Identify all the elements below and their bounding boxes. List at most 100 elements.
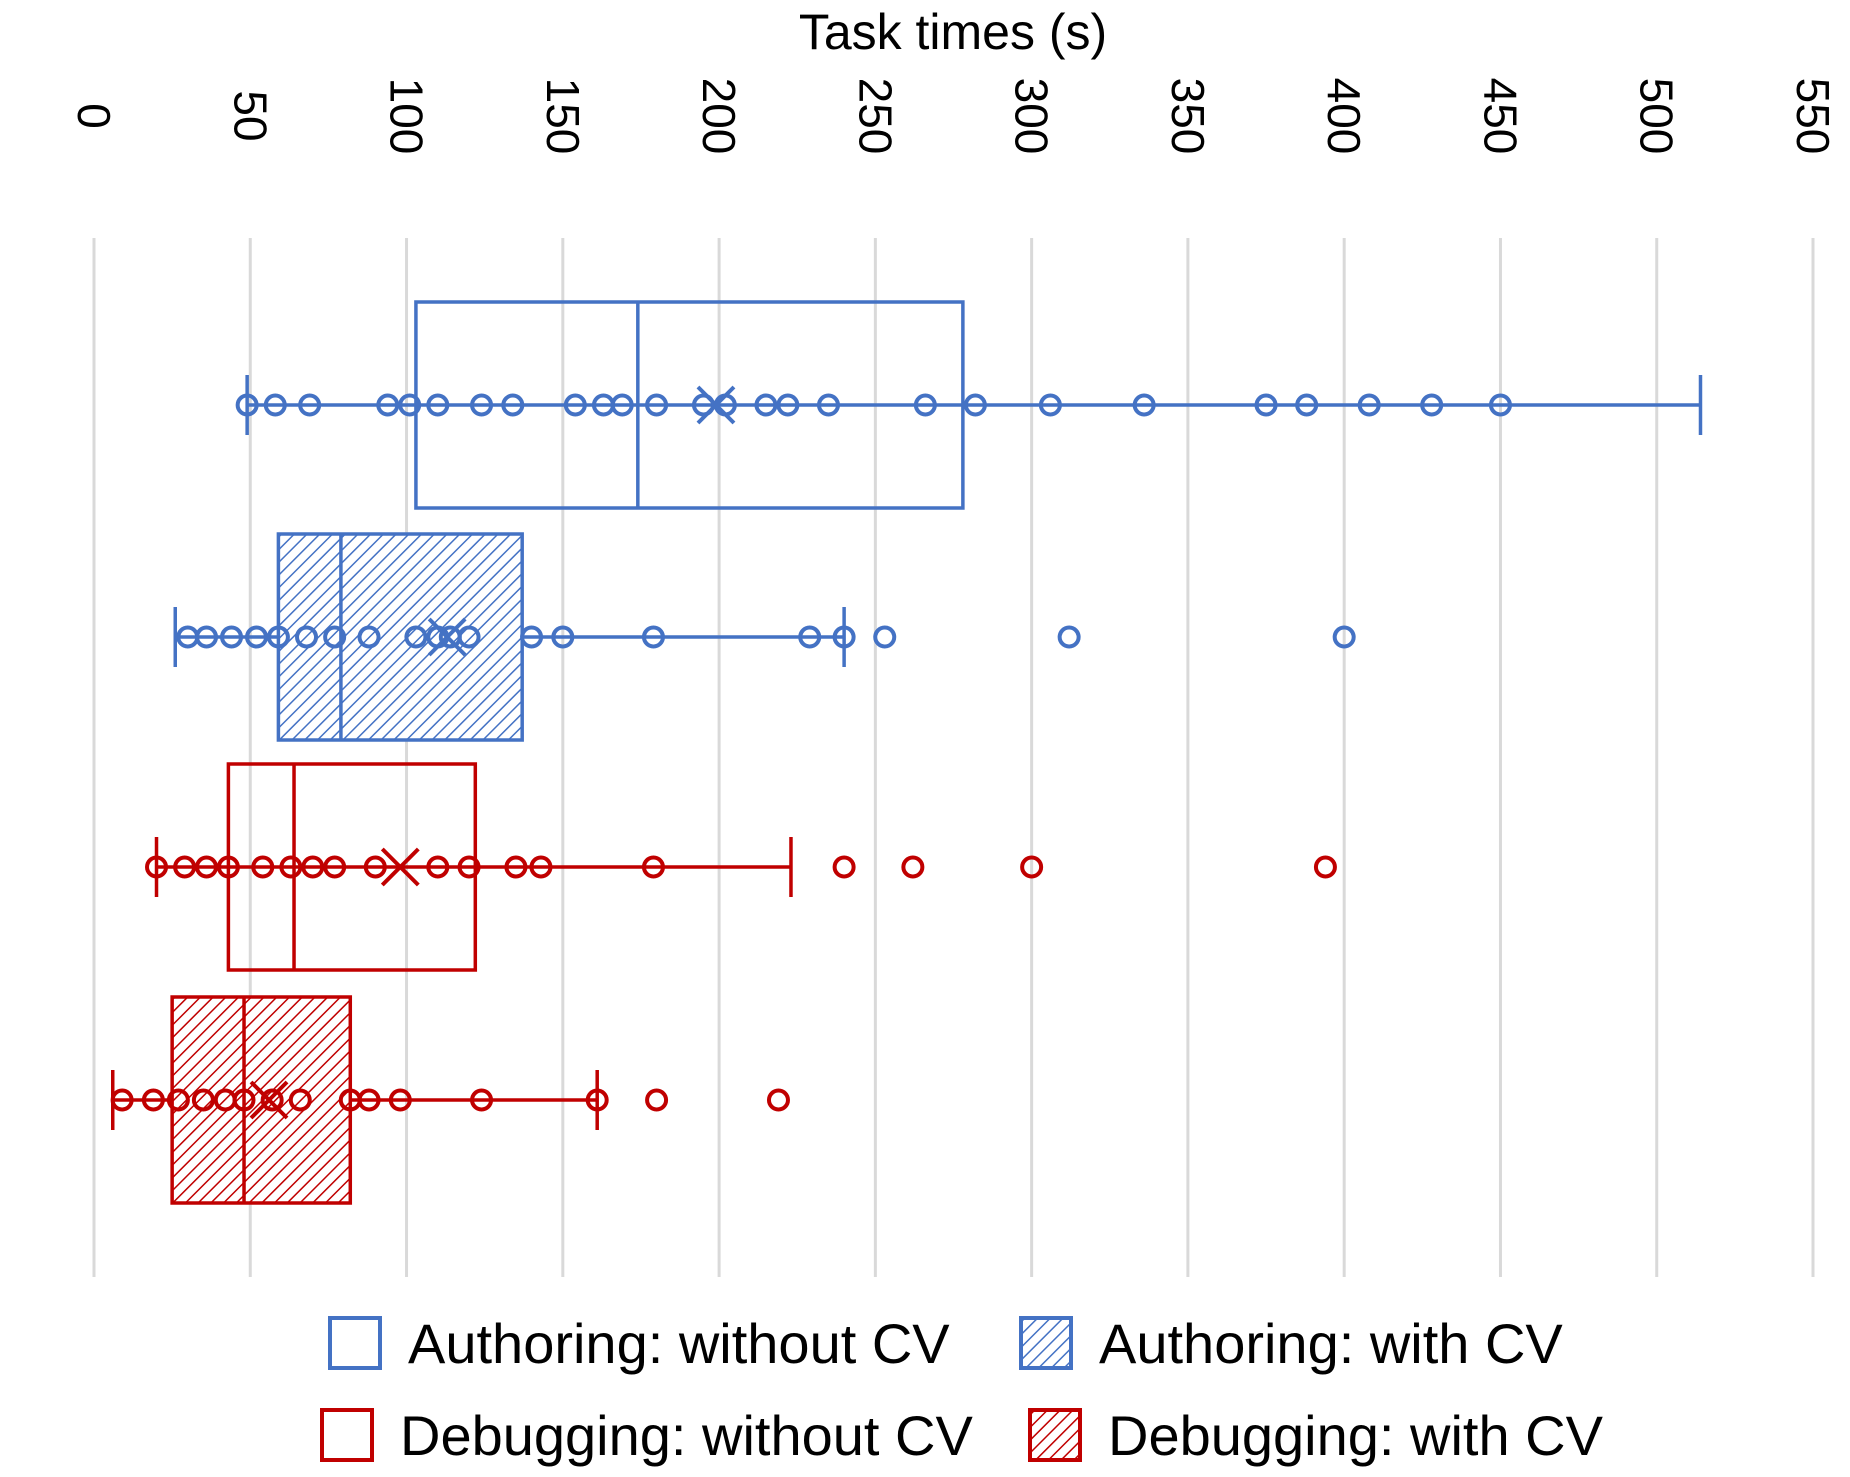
data-point — [963, 393, 987, 417]
legend-swatch — [1028, 1408, 1082, 1462]
data-point — [295, 625, 319, 649]
data-point — [1057, 625, 1081, 649]
data-point — [520, 625, 544, 649]
box-series — [235, 300, 1703, 510]
x-tick-label: 200 — [693, 78, 745, 155]
data-point — [298, 393, 322, 417]
data-point — [816, 393, 840, 417]
data-point — [1357, 393, 1381, 417]
legend-item: Authoring: with CV — [1019, 1312, 1563, 1375]
data-point — [363, 855, 387, 879]
legend-swatch — [328, 1316, 382, 1370]
data-point — [832, 625, 856, 649]
legend-item: Debugging: with CV — [1028, 1404, 1604, 1467]
legend-label: Debugging: with CV — [1108, 1404, 1604, 1467]
data-point — [220, 625, 244, 649]
data-point — [1254, 393, 1278, 417]
data-point — [251, 855, 275, 879]
data-point — [691, 393, 715, 417]
data-point — [263, 393, 287, 417]
x-tick-label: 300 — [1006, 78, 1058, 155]
box-series — [173, 532, 1356, 742]
data-point — [641, 625, 665, 649]
data-point — [645, 1088, 669, 1112]
gridlines — [92, 238, 1815, 1277]
data-point — [195, 625, 219, 649]
data-point — [145, 855, 169, 879]
data-point — [426, 855, 450, 879]
data-point — [279, 855, 303, 879]
data-point — [1420, 393, 1444, 417]
data-point — [260, 1088, 284, 1112]
data-point — [901, 855, 925, 879]
data-point — [551, 625, 575, 649]
data-point — [766, 1088, 790, 1112]
x-axis-tick-labels: 0 50 100 150 200 250 300 350 400 450 500 550 — [68, 78, 1839, 155]
legend-item: Debugging: without CV — [320, 1404, 973, 1467]
data-point — [1132, 393, 1156, 417]
data-point — [191, 1088, 215, 1112]
plot-area — [110, 300, 1703, 1205]
data-point — [323, 855, 347, 879]
box-iqr — [414, 300, 965, 510]
data-point — [404, 625, 428, 649]
legend-swatch — [1019, 1316, 1073, 1370]
data-point — [235, 393, 259, 417]
data-point — [426, 393, 450, 417]
data-point — [645, 393, 669, 417]
data-point — [245, 625, 269, 649]
legend-swatch — [320, 1408, 374, 1462]
box-iqr — [276, 532, 524, 742]
data-point — [501, 393, 525, 417]
x-tick-label: 100 — [381, 78, 433, 155]
data-point — [1020, 855, 1044, 879]
box-series — [145, 762, 1337, 972]
data-point — [563, 393, 587, 417]
x-tick-label: 0 — [68, 103, 120, 129]
x-tick-label: 50 — [224, 90, 276, 141]
data-point — [323, 625, 347, 649]
data-point — [470, 393, 494, 417]
data-point — [388, 1088, 412, 1112]
x-tick-label: 450 — [1474, 78, 1526, 155]
data-point — [529, 855, 553, 879]
data-point — [754, 393, 778, 417]
data-point — [357, 1088, 381, 1112]
data-point — [1295, 393, 1319, 417]
data-point — [776, 393, 800, 417]
data-point — [288, 1088, 312, 1112]
x-tick-label: 350 — [1162, 78, 1214, 155]
x-tick-label: 250 — [849, 78, 901, 155]
data-point — [913, 393, 937, 417]
data-point — [195, 855, 219, 879]
data-point — [166, 1088, 190, 1112]
mean-marker — [249, 1080, 289, 1120]
mean-marker — [696, 385, 736, 425]
x-tick-label: 400 — [1318, 78, 1370, 155]
box-series — [110, 995, 790, 1205]
legend-label: Authoring: without CV — [408, 1312, 950, 1375]
x-tick-label: 150 — [537, 78, 589, 155]
data-point — [216, 855, 240, 879]
data-point — [1332, 625, 1356, 649]
data-point — [1488, 393, 1512, 417]
data-point — [1038, 393, 1062, 417]
x-tick-label: 550 — [1787, 78, 1839, 155]
data-point — [301, 855, 325, 879]
data-point — [376, 393, 400, 417]
data-point — [266, 625, 290, 649]
mean-marker — [427, 617, 467, 657]
data-point — [610, 393, 634, 417]
data-point — [141, 1088, 165, 1112]
data-point — [504, 855, 528, 879]
box-iqr — [226, 762, 478, 972]
x-tick-label: 500 — [1631, 78, 1683, 155]
legend-item: Authoring: without CV — [328, 1312, 950, 1375]
legend-label: Authoring: with CV — [1099, 1312, 1563, 1375]
data-point — [398, 393, 422, 417]
data-point — [641, 855, 665, 879]
data-point — [873, 625, 897, 649]
x-axis-title: Task times (s) — [799, 4, 1107, 60]
data-point — [470, 1088, 494, 1112]
